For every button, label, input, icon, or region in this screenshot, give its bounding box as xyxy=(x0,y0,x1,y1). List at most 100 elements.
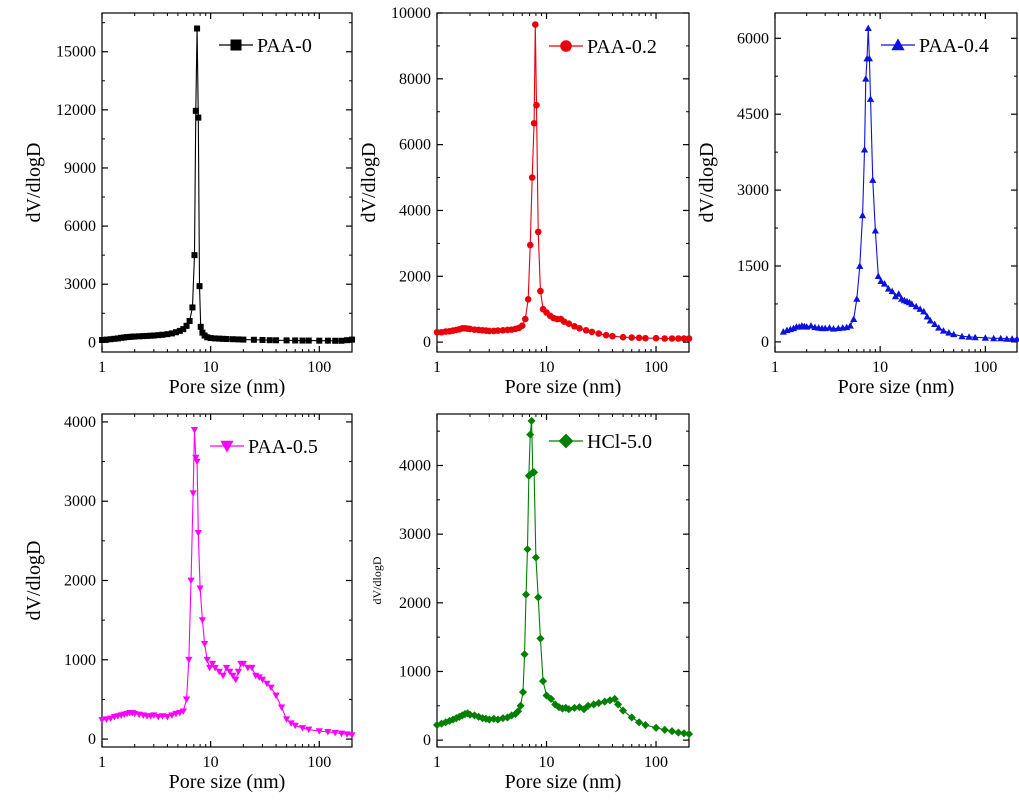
data-point xyxy=(324,337,331,344)
data-point xyxy=(193,458,201,466)
data-point xyxy=(494,327,502,334)
data-point xyxy=(187,577,195,585)
series-line xyxy=(102,429,352,736)
data-point xyxy=(530,119,538,127)
x-axis-title: Pore size (nm) xyxy=(169,771,286,793)
data-point xyxy=(208,660,217,668)
data-point xyxy=(299,337,306,344)
data-point xyxy=(532,21,539,28)
data-point xyxy=(206,664,214,672)
data-point xyxy=(229,672,237,680)
legend-label: PAA-0.5 xyxy=(248,436,318,458)
data-point xyxy=(154,713,162,721)
data-point xyxy=(531,553,540,562)
legend-marker xyxy=(220,440,234,453)
data-point xyxy=(348,732,356,739)
data-point xyxy=(864,24,872,32)
data-point xyxy=(866,95,875,102)
data-point xyxy=(521,315,529,323)
data-point xyxy=(524,296,532,303)
data-point xyxy=(194,530,202,537)
data-point xyxy=(220,335,227,342)
y-tick-label: 4000 xyxy=(399,457,431,474)
data-point xyxy=(332,337,339,344)
data-point xyxy=(660,725,669,734)
legend-label: PAA-0 xyxy=(257,35,312,57)
x-tick-label: 100 xyxy=(307,359,331,376)
data-point xyxy=(518,322,526,329)
data-point xyxy=(196,585,204,593)
data-point xyxy=(292,337,299,344)
data-point xyxy=(521,590,531,599)
data-point xyxy=(971,333,979,341)
series-line xyxy=(437,420,689,735)
y-tick-label: 2000 xyxy=(64,573,96,590)
data-point xyxy=(523,545,532,554)
data-point xyxy=(173,329,180,336)
x-tick-label: 10 xyxy=(872,359,888,376)
data-point xyxy=(571,323,578,330)
x-tick-label: 10 xyxy=(203,359,219,376)
data-point xyxy=(539,677,548,686)
data-point xyxy=(564,705,573,714)
y-tick-label: 3000 xyxy=(64,493,96,510)
data-point xyxy=(916,305,924,312)
data-point xyxy=(507,711,516,720)
y-axis-title: dV/dlogD xyxy=(358,143,380,223)
legend-marker xyxy=(558,433,574,449)
data-point xyxy=(194,25,201,32)
data-point xyxy=(229,336,236,343)
data-point xyxy=(846,322,854,329)
data-point xyxy=(343,731,351,738)
data-point xyxy=(576,325,583,332)
data-point xyxy=(192,107,199,114)
plot-frame xyxy=(101,12,353,353)
data-point xyxy=(635,718,644,727)
data-point xyxy=(877,277,885,285)
data-point xyxy=(278,704,286,711)
legend: PAA-0.2 xyxy=(549,36,657,58)
data-point xyxy=(136,333,143,340)
data-point xyxy=(595,330,603,337)
data-point xyxy=(263,680,271,688)
data-point xyxy=(441,718,450,727)
data-point xyxy=(338,337,345,344)
data-point xyxy=(183,322,190,329)
data-point xyxy=(197,323,204,330)
data-point xyxy=(528,174,536,181)
data-point xyxy=(527,416,536,425)
data-point xyxy=(144,332,151,339)
data-point xyxy=(860,146,869,153)
data-point xyxy=(250,336,257,343)
data-point xyxy=(159,331,166,338)
y-axis-title: dV/dlogD xyxy=(370,556,384,604)
data-point xyxy=(931,320,939,328)
data-point xyxy=(526,430,535,439)
data-point xyxy=(185,656,193,664)
data-point xyxy=(534,593,543,602)
data-point xyxy=(216,335,223,342)
data-point xyxy=(273,337,280,344)
data-point xyxy=(588,328,596,336)
data-point xyxy=(195,114,202,121)
data-point xyxy=(99,336,105,343)
x-tick-label: 1 xyxy=(771,359,779,376)
data-point xyxy=(140,333,147,340)
data-point xyxy=(98,717,106,724)
data-point xyxy=(594,699,603,708)
data-point xyxy=(641,720,650,730)
data-point xyxy=(458,711,467,720)
data-point xyxy=(920,307,928,315)
data-point xyxy=(337,730,346,738)
data-point xyxy=(291,722,299,730)
data-point xyxy=(884,285,893,292)
data-point xyxy=(667,727,677,736)
data-point xyxy=(912,302,920,310)
data-point xyxy=(981,334,989,341)
data-point xyxy=(619,706,628,715)
data-point xyxy=(642,334,649,342)
data-point xyxy=(652,334,660,342)
legend: HCl-5.0 xyxy=(549,431,652,453)
